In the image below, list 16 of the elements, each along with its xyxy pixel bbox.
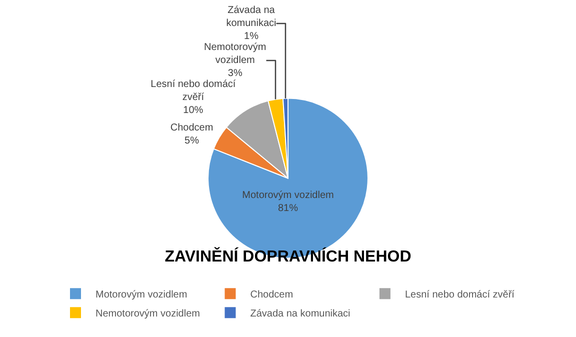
slice-label: Nemotorovým vozidlem (204, 42, 266, 66)
slice-label: Závada na komunikaci (226, 5, 276, 30)
data-label: 81% (278, 202, 298, 214)
slice-label: Motorovým vozidlem (242, 190, 334, 201)
legend-label: Lesní nebo domácí zvěří (404, 289, 515, 300)
legend-label: Motorovým vozidlem (96, 289, 188, 300)
legend-label: Závada na komunikaci (250, 308, 350, 320)
data-label: 10% (183, 105, 204, 116)
data-label: 3% (228, 68, 242, 80)
slice-label: Chodcem (170, 122, 214, 134)
legend-label: Chodcem (250, 289, 294, 300)
data-label: 5% (184, 135, 200, 146)
data-label: 1% (244, 31, 259, 42)
legend-label: Nemotorovým vozidlem (96, 308, 200, 320)
text: ZAVINĚNÍ DOPRAVNÍCH NEHOD (164, 246, 412, 266)
slice-label: Lesní nebo domácí zvěří (150, 79, 236, 104)
